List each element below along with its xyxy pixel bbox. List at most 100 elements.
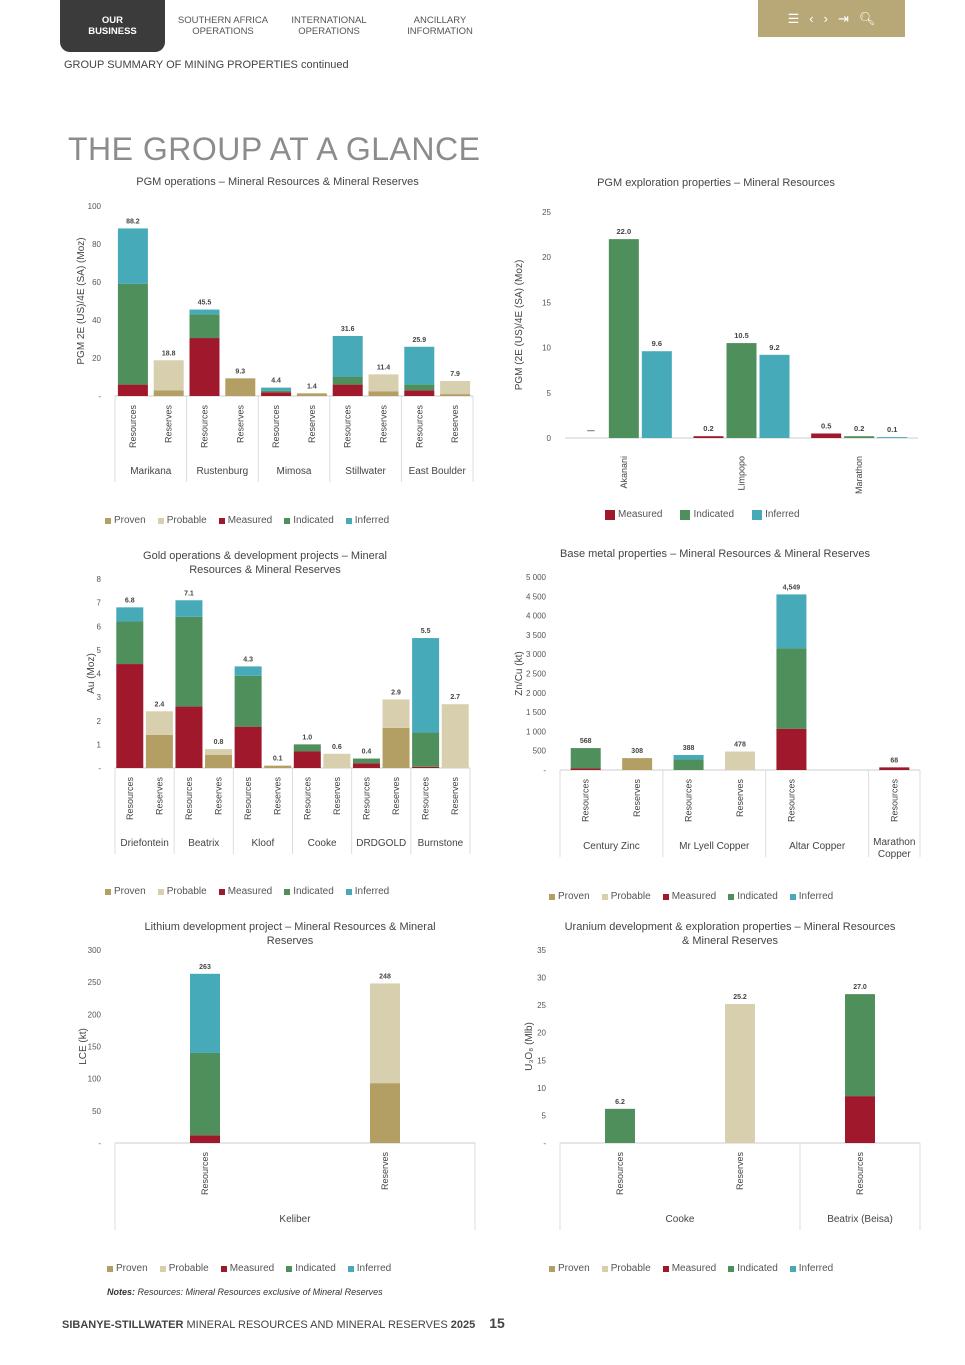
footer: SIBANYE-STILLWATER MINERAL RESOURCES AND…: [62, 1315, 505, 1331]
bar-category-label: Resources: [184, 777, 194, 821]
y-tick-label: -: [543, 1139, 546, 1148]
data-label: 5.5: [421, 628, 431, 635]
x-group-label: Cooke: [666, 1214, 695, 1225]
bar-indicated: [726, 343, 757, 438]
bar-category-label: Resources: [302, 777, 312, 821]
data-label: 9.6: [652, 339, 662, 348]
bar-segment-indicated: [412, 732, 440, 767]
bar-segment-measured: [879, 767, 910, 770]
chevron-left-icon[interactable]: ‹: [809, 11, 814, 26]
y-tick-label: 4 000: [526, 612, 547, 621]
legend-item-measured: Measured: [605, 509, 662, 520]
y-tick-label: 8: [97, 575, 102, 584]
data-label: 0.2: [703, 424, 713, 433]
legend-label: Probable: [610, 1263, 651, 1274]
y-tick-label: 300: [88, 946, 102, 955]
chevron-right-icon[interactable]: ›: [823, 11, 828, 26]
section-label: GROUP SUMMARY OF MINING PROPERTIES conti…: [64, 59, 349, 71]
bar-category-label: Resources: [855, 1152, 865, 1196]
tab-our-business[interactable]: OUR BUSINESS: [60, 0, 165, 52]
y-tick-label: 100: [88, 1075, 102, 1084]
legend-label: Inferred: [356, 1263, 392, 1274]
bar-category-label: Resources: [889, 779, 899, 823]
legend-label: Proven: [116, 1263, 148, 1274]
bar-segment-proven: [622, 758, 653, 770]
legend-swatch: [107, 1265, 113, 1272]
y-tick-label: 40: [92, 316, 101, 325]
legend-label: Measured: [671, 1263, 717, 1274]
bar-segment-inferred: [776, 594, 807, 649]
bar-segment-proven: [296, 393, 327, 396]
chart-title-lithium: Lithium development project – Mineral Re…: [144, 921, 436, 947]
legend-pgm-operations: Proven Probable Measured Indicated Inferred: [105, 515, 389, 526]
bar-category-label: Resources: [581, 779, 591, 823]
bar-segment-measured: [404, 390, 435, 396]
tab-ancillary-information[interactable]: ANCILLARY INFORMATION: [407, 15, 473, 37]
y-tick-label: 100: [88, 202, 102, 211]
y-tick-label: 3 000: [526, 650, 547, 659]
y-axis-label: LCE (kt): [78, 1028, 89, 1065]
legend-swatch: [549, 893, 555, 900]
chart-title-base-metal: Base metal properties – Mineral Resource…: [560, 548, 870, 560]
y-tick-label: 3 500: [526, 631, 547, 640]
legend-label: Inferred: [798, 1263, 834, 1274]
data-label: 0.5: [821, 421, 831, 430]
bar-segment-probable: [370, 983, 400, 1084]
bar-segment-proven: [264, 765, 292, 768]
legend-item-indicated: Indicated: [286, 1263, 336, 1274]
y-tick-label: 2 500: [526, 670, 547, 679]
legend-label: Indicated: [693, 509, 735, 520]
data-label: 568: [580, 738, 592, 745]
x-group-label: Altar Copper: [789, 841, 846, 852]
legend-item-indicated: Indicated: [284, 515, 334, 526]
legend-swatch: [284, 888, 291, 895]
bar-segment-measured: [189, 338, 220, 396]
bar-segment-measured: [845, 1096, 875, 1143]
legend-item-inferred: Inferred: [345, 886, 389, 897]
y-tick-label: 10: [537, 1084, 546, 1093]
legend-item-proven: Proven: [549, 1263, 590, 1274]
x-group-label: Keliber: [279, 1214, 311, 1225]
y-tick-label: 80: [92, 240, 101, 249]
legend-label: Measured: [227, 515, 273, 526]
legend-label: Inferred: [354, 515, 390, 526]
bar-segment-measured: [261, 392, 292, 396]
search-icon[interactable]: 🔍︎: [858, 10, 876, 26]
bar-segment-indicated: [293, 744, 321, 752]
exit-icon[interactable]: ⇥: [837, 10, 849, 26]
y-tick-label: 2: [97, 717, 102, 726]
x-group-label: Mr Lyell Copper: [679, 841, 750, 852]
bar-segment-indicated: [117, 283, 148, 385]
y-tick-label: 5: [542, 1111, 547, 1120]
x-group-label: Copper: [878, 849, 911, 860]
notes-text: Resources: Mineral Resources exclusive o…: [135, 1287, 383, 1297]
bar-segment-proven: [153, 390, 184, 396]
bar-segment-inferred: [175, 600, 203, 617]
footer-brand: SIBANYE-STILLWATER: [62, 1319, 184, 1331]
footer-year: 2025: [450, 1319, 476, 1331]
y-tick-label: 5 000: [526, 573, 547, 582]
legend-item-probable: Probable: [601, 1263, 651, 1274]
data-label: 7.9: [450, 371, 460, 378]
y-tick-label: 60: [92, 278, 101, 287]
bar-category-label: Reserves: [273, 777, 283, 816]
menu-icon[interactable]: ☰: [787, 10, 800, 26]
bar-category-label: Resources: [615, 1152, 625, 1196]
x-group-label: Rustenburg: [197, 466, 249, 477]
bar-indicated: [844, 436, 875, 438]
bar-category-label: Reserves: [164, 405, 174, 444]
legend-swatch: [728, 1265, 735, 1272]
bar-segment-measured: [332, 384, 363, 396]
y-tick-label: 1 500: [526, 708, 547, 717]
legend-item-probable: Probable: [601, 891, 651, 902]
bar-segment-probable: [205, 749, 233, 756]
bar-segment-probable: [441, 704, 469, 768]
tab-international-operations[interactable]: INTERNATIONAL OPERATIONS: [291, 15, 367, 37]
legend-swatch: [218, 888, 225, 895]
bar-category-label: Resources: [684, 779, 694, 823]
legend-label: Proven: [114, 515, 146, 526]
tab-southern-africa-operations[interactable]: SOUTHERN AFRICA OPERATIONS: [177, 15, 269, 37]
y-tick-label: 1 000: [526, 727, 547, 736]
y-tick-label: 20: [92, 354, 101, 363]
x-group-label: Beatrix (Beisa): [827, 1214, 893, 1225]
